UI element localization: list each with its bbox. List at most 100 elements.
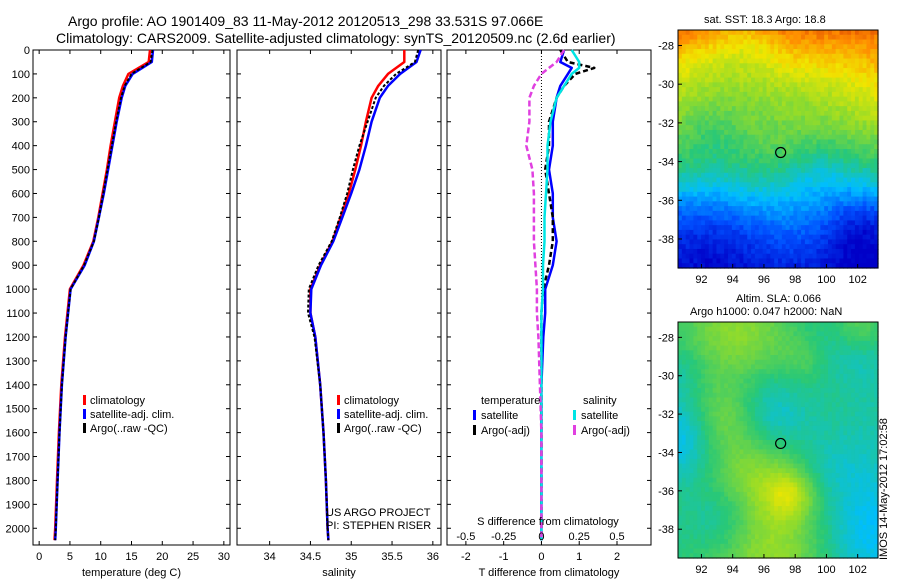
map-y-tick-label: -36 bbox=[658, 195, 674, 207]
x-tick-label: 35 bbox=[345, 551, 357, 563]
series-line-t-argo bbox=[540, 49, 596, 541]
map-x-tick-label: 96 bbox=[758, 274, 770, 286]
x-tick-label: 1 bbox=[576, 551, 582, 563]
figure-title: Argo profile: AO 1901409_83 11-May-2012 … bbox=[68, 13, 544, 29]
map-x-tick-label: 96 bbox=[758, 564, 770, 576]
x-tick-label: 35.5 bbox=[381, 551, 402, 563]
x-tick-label: 0 bbox=[36, 551, 42, 563]
x-axis-label: T difference from climatology bbox=[479, 567, 620, 579]
panel-frame-temperature bbox=[32, 49, 231, 546]
x-tick-label: 15 bbox=[125, 551, 137, 563]
legend-swatch bbox=[83, 409, 86, 419]
argo-location-marker bbox=[775, 146, 787, 159]
legend-swatch bbox=[337, 423, 340, 433]
map-x-tick-label: 98 bbox=[789, 564, 801, 576]
x-tick-label: 25 bbox=[187, 551, 199, 563]
y-tick-label: 400 bbox=[12, 141, 30, 153]
map-x-tick-label: 92 bbox=[695, 564, 707, 576]
map-x-tick-label: 98 bbox=[789, 274, 801, 286]
y-tick-label: 1600 bbox=[6, 428, 30, 440]
legend-label: Argo(..raw -QC) bbox=[90, 423, 168, 435]
legend-label: satellite-adj. clim. bbox=[90, 409, 174, 421]
y-tick-label: 1300 bbox=[6, 356, 30, 368]
series-line-s-argo bbox=[525, 49, 566, 541]
map-frame bbox=[677, 321, 879, 559]
map-x-tick-label: 92 bbox=[695, 274, 707, 286]
legend-swatch bbox=[573, 410, 576, 420]
s-tick-label: 0.25 bbox=[569, 531, 590, 543]
x-tick-label: -2 bbox=[461, 551, 471, 563]
legend-label: climatology bbox=[90, 395, 146, 407]
map-x-tick-label: 102 bbox=[849, 274, 867, 286]
y-tick-label: 1200 bbox=[6, 332, 30, 344]
map-x-tick-label: 102 bbox=[849, 564, 867, 576]
s-tick-label: -0.25 bbox=[491, 531, 516, 543]
legend-swatch bbox=[83, 395, 86, 405]
y-tick-label: 500 bbox=[12, 165, 30, 177]
x-tick-label: 0 bbox=[538, 551, 544, 563]
project-pi: PI: STEPHEN RISER bbox=[326, 520, 432, 532]
x-axis-label: salinity bbox=[322, 567, 356, 579]
x-tick-label: 34.5 bbox=[300, 551, 321, 563]
y-tick-label: 300 bbox=[12, 117, 30, 129]
legend-swatch bbox=[83, 423, 86, 433]
map-sst_map bbox=[677, 29, 879, 269]
legend-label: satellite-adj. clim. bbox=[344, 409, 428, 421]
x-tick-label: 10 bbox=[95, 551, 107, 563]
map-y-tick-label: -34 bbox=[658, 157, 674, 169]
legend-label: satellite bbox=[581, 410, 618, 422]
x-tick-label: 5 bbox=[67, 551, 73, 563]
map-y-tick-label: -28 bbox=[658, 332, 674, 344]
x-tick-label: 36 bbox=[427, 551, 439, 563]
s-tick-label: -0.5 bbox=[456, 531, 475, 543]
map-y-tick-label: -38 bbox=[658, 234, 674, 246]
sst-map-title: sat. SST: 18.3 Argo: 18.8 bbox=[704, 14, 826, 26]
y-tick-label: 1400 bbox=[6, 380, 30, 392]
sla-map-title: Altim. SLA: 0.066 bbox=[736, 293, 821, 305]
x-tick-label: -1 bbox=[499, 551, 509, 563]
y-tick-label: 1900 bbox=[6, 499, 30, 511]
y-tick-label: 1800 bbox=[6, 475, 30, 487]
map-x-tick-label: 100 bbox=[817, 564, 835, 576]
s-axis-label: S difference from climatology bbox=[477, 516, 619, 528]
y-tick-label: 1500 bbox=[6, 404, 30, 416]
map-frame bbox=[677, 29, 879, 269]
y-tick-label: 100 bbox=[12, 69, 30, 81]
legend-swatch bbox=[337, 395, 340, 405]
series-line-t-sat bbox=[540, 49, 573, 541]
timestamp-stamp: IMOS 14-May-2012 17:02:58 bbox=[878, 418, 890, 560]
s-tick-label: 0 bbox=[538, 531, 544, 543]
map-sla_map bbox=[677, 321, 879, 559]
legend-swatch bbox=[473, 410, 476, 420]
y-tick-label: 800 bbox=[12, 236, 30, 248]
legend-label: Argo(-adj) bbox=[581, 425, 630, 437]
y-tick-label: 2000 bbox=[6, 523, 30, 535]
map-y-tick-label: -28 bbox=[658, 40, 674, 52]
legend-label: Argo(..raw -QC) bbox=[344, 423, 422, 435]
map-y-tick-label: -30 bbox=[658, 79, 674, 91]
legend-label: Argo(-adj) bbox=[481, 425, 530, 437]
y-tick-label: 1700 bbox=[6, 452, 30, 464]
x-tick-label: 30 bbox=[218, 551, 230, 563]
y-tick-label: 0 bbox=[24, 45, 30, 57]
series-line-sal-2 bbox=[307, 49, 420, 541]
map-y-tick-label: -34 bbox=[658, 447, 674, 459]
series-line-s-sat bbox=[540, 49, 581, 541]
series-line-temp-2 bbox=[54, 49, 154, 541]
map-y-tick-label: -32 bbox=[658, 118, 674, 130]
map-y-tick-label: -36 bbox=[658, 486, 674, 498]
map-y-tick-label: -30 bbox=[658, 371, 674, 383]
map-x-tick-label: 94 bbox=[727, 564, 739, 576]
x-tick-label: 20 bbox=[156, 551, 168, 563]
x-axis-label: temperature (deg C) bbox=[82, 567, 181, 579]
s-tick-label: 0.5 bbox=[609, 531, 624, 543]
legend-label: climatology bbox=[344, 395, 400, 407]
y-tick-label: 600 bbox=[12, 188, 30, 200]
map-x-tick-label: 94 bbox=[727, 274, 739, 286]
legend-swatch bbox=[337, 409, 340, 419]
figure-subtitle: Climatology: CARS2009. Satellite-adjuste… bbox=[56, 30, 616, 46]
legend-swatch bbox=[573, 425, 576, 435]
project-name: US ARGO PROJECT bbox=[326, 507, 431, 519]
